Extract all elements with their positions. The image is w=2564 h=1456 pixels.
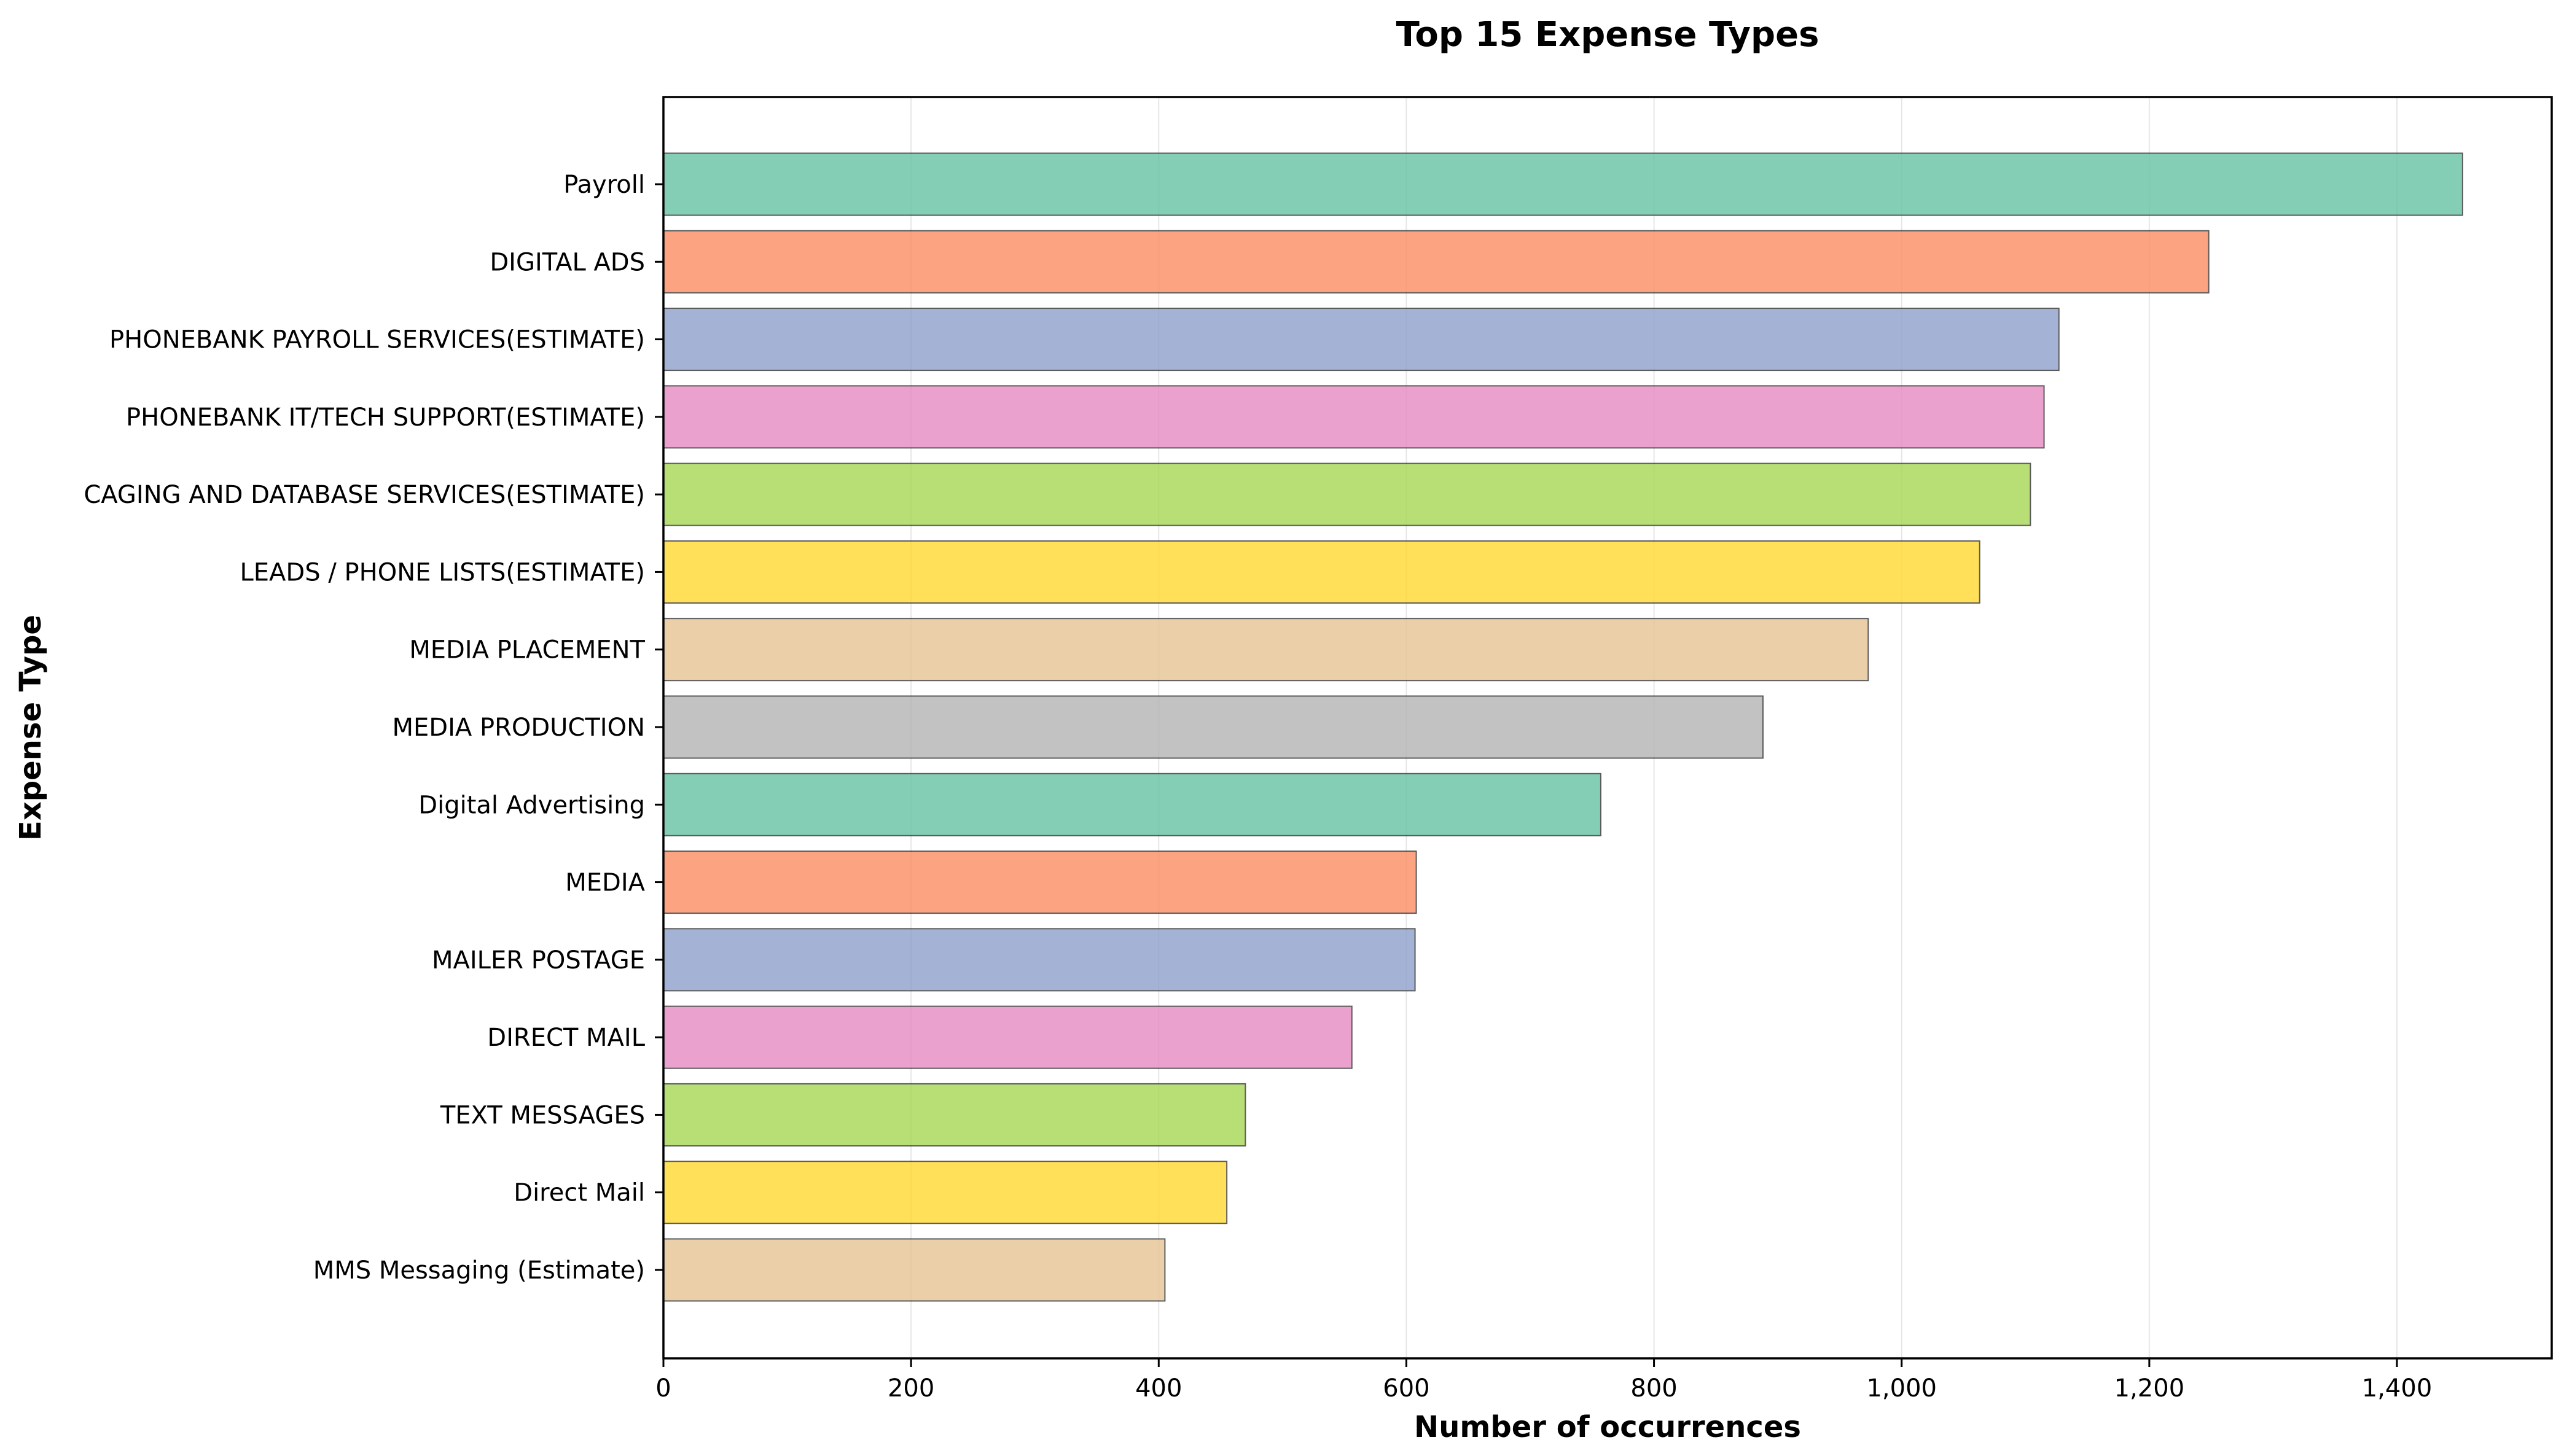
x-tick-label: 0 (655, 1374, 671, 1403)
y-tick-label: MEDIA PLACEMENT (409, 636, 645, 664)
bars (663, 152, 2463, 1302)
y-tick-label: MEDIA PRODUCTION (392, 714, 645, 742)
x-tick-label: 1,400 (2362, 1374, 2433, 1403)
x-axis-ticks: 0 200 400 600 800 1,000 1,200 1,400 (655, 1358, 2432, 1403)
y-tick-label: MAILER POSTAGE (432, 946, 645, 975)
y-tick-label: Direct Mail (514, 1179, 645, 1207)
y-tick-label: PHONEBANK PAYROLL SERVICES(ESTIMATE) (109, 326, 645, 354)
x-tick-label: 600 (1383, 1374, 1429, 1403)
x-tick-label: 800 (1630, 1374, 1677, 1403)
bar (663, 462, 2031, 526)
y-tick-label: DIRECT MAIL (487, 1024, 645, 1052)
y-tick-label: MMS Messaging (Estimate) (313, 1256, 645, 1285)
bar (663, 308, 2060, 372)
y-tick-label: CAGING AND DATABASE SERVICES(ESTIMATE) (84, 481, 645, 509)
y-axis-label: Expense Type (14, 615, 48, 841)
bar (663, 695, 1764, 759)
y-tick-label: TEXT MESSAGES (440, 1101, 645, 1129)
x-tick-label: 400 (1135, 1374, 1182, 1403)
y-tick-label: Payroll (563, 171, 645, 199)
x-tick-label: 200 (888, 1374, 934, 1403)
y-tick-label: PHONEBANK IT/TECH SUPPORT(ESTIMATE) (126, 403, 645, 432)
x-axis-label: Number of occurrences (1414, 1410, 1801, 1444)
bar (663, 1005, 1353, 1069)
bar (663, 152, 2463, 216)
bar (663, 385, 2045, 449)
y-axis-ticks: Payroll DIGITAL ADS PHONEBANK PAYROLL SERV… (84, 171, 663, 1285)
bar (663, 851, 1417, 914)
bar (663, 230, 2210, 294)
chart-title: Top 15 Expense Types (1396, 15, 1819, 55)
y-tick-label: DIGITAL ADS (490, 248, 645, 276)
y-tick-label: MEDIA (565, 869, 645, 897)
bar (663, 773, 1601, 836)
bar (663, 1161, 1228, 1224)
bar (663, 540, 1980, 604)
bar (663, 928, 1416, 992)
bar (663, 618, 1869, 682)
x-tick-label: 1,200 (2114, 1374, 2185, 1403)
bar (663, 1238, 1166, 1302)
y-tick-label: LEADS / PHONE LISTS(ESTIMATE) (240, 558, 646, 586)
bar (663, 1083, 1246, 1147)
y-tick-label: Digital Advertising (418, 791, 645, 819)
x-tick-label: 1,000 (1866, 1374, 1937, 1403)
